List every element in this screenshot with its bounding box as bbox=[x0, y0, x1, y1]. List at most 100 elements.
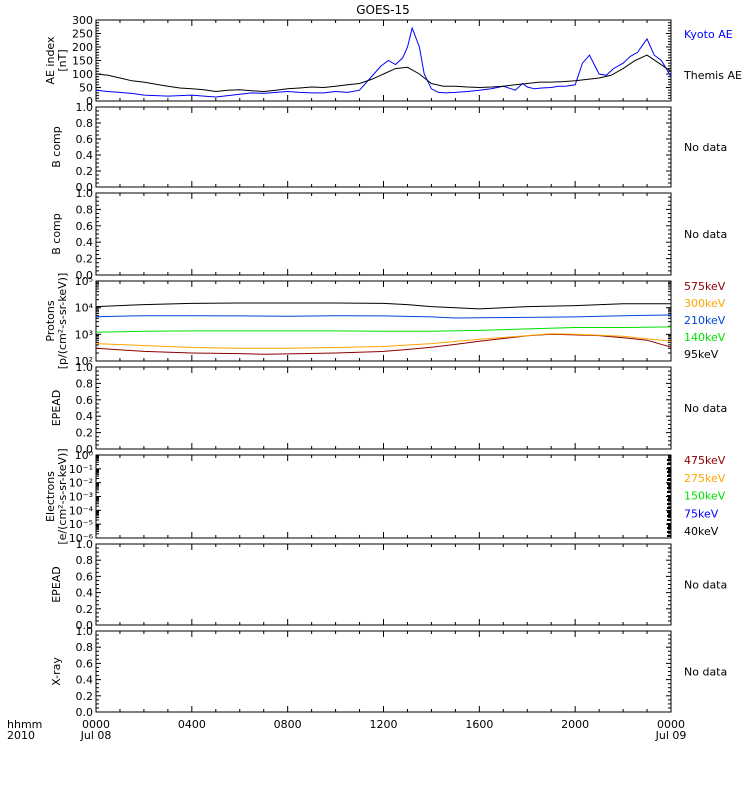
legend-40kev: 40keV bbox=[684, 525, 719, 538]
electron-data-gap-marker bbox=[667, 487, 671, 489]
y-tick-label: 10⁻⁶ bbox=[69, 532, 94, 545]
y-tick-label: 0.2 bbox=[76, 603, 94, 616]
panel-frame bbox=[95, 366, 672, 450]
y-tick-label: 10³ bbox=[75, 328, 93, 341]
y-tick-label: 0.6 bbox=[76, 570, 94, 583]
y-tick-label: 0.2 bbox=[76, 690, 94, 703]
no-data-label: No data bbox=[684, 666, 727, 679]
y-tick-label: 0.4 bbox=[76, 587, 94, 600]
y-tick-label: 100 bbox=[72, 68, 93, 81]
y-tick-label: 0.8 bbox=[76, 203, 94, 216]
legend-575kev: 575keV bbox=[684, 280, 726, 293]
y-tick-label: 0.4 bbox=[76, 236, 94, 249]
y-tick-label: 200 bbox=[72, 41, 93, 54]
electron-data-gap-marker bbox=[667, 535, 671, 537]
y-tick-label: 0.6 bbox=[76, 394, 94, 407]
x-tick-label: 2000 bbox=[561, 718, 589, 731]
y-tick-label: 50 bbox=[79, 82, 93, 95]
electron-data-gap-marker bbox=[667, 531, 671, 533]
y-axis-label: Electrons[e/(cm²-s-sr-keV)] bbox=[44, 448, 69, 544]
y-tick-label: 0.6 bbox=[76, 133, 94, 146]
legend-275kev: 275keV bbox=[684, 472, 726, 485]
y-tick-label: 1.0 bbox=[76, 187, 94, 200]
panel-frame bbox=[95, 280, 672, 362]
y-tick-label: 0.0 bbox=[76, 181, 94, 194]
y-tick-label: 0 bbox=[86, 95, 93, 108]
panel-frame bbox=[95, 454, 672, 539]
time-axis-label-year: 2010 bbox=[7, 729, 35, 742]
series-line-210kev bbox=[95, 314, 672, 319]
y-axis-label: EPEAD bbox=[50, 390, 63, 427]
x-tick-label: 1600 bbox=[465, 718, 493, 731]
figure-title: GOES-15 bbox=[356, 3, 410, 17]
panel-b1: 0.0 0.2 0.4 0.6 0.8 1.0 B comp No data bbox=[50, 101, 727, 194]
panel-frame bbox=[95, 192, 672, 276]
electron-data-gap-marker bbox=[667, 499, 671, 501]
legend-150kev: 150keV bbox=[684, 490, 726, 503]
legend-themis-ae: Themis AE bbox=[683, 69, 742, 82]
electron-data-gap-marker bbox=[667, 491, 671, 493]
panel-frame bbox=[95, 543, 672, 626]
series-line-575kev bbox=[95, 333, 672, 355]
y-tick-label: 0.6 bbox=[76, 220, 94, 233]
y-tick-label: 0.8 bbox=[76, 377, 94, 390]
electron-data-gap-marker bbox=[667, 527, 671, 529]
electron-data-gap-marker bbox=[667, 503, 671, 505]
y-tick-label: 10⁻⁴ bbox=[69, 504, 94, 517]
y-tick-label: 0.2 bbox=[76, 165, 94, 178]
y-axis-label-line: B comp bbox=[50, 213, 63, 255]
y-tick-label: 10² bbox=[75, 355, 93, 368]
y-tick-label: 10⁻¹ bbox=[69, 463, 93, 476]
y-tick-label: 0.4 bbox=[76, 410, 94, 423]
electron-data-gap-marker bbox=[667, 519, 671, 521]
x-tick-label: 0400 bbox=[178, 718, 206, 731]
electron-data-gap-marker bbox=[667, 483, 671, 485]
y-tick-label: 0.0 bbox=[76, 443, 94, 456]
y-axis-label: X-ray bbox=[50, 657, 63, 686]
legend-475kev: 475keV bbox=[684, 454, 726, 467]
y-tick-label: 1.0 bbox=[76, 101, 94, 114]
legend-95kev: 95keV bbox=[684, 348, 719, 361]
legend-210kev: 210keV bbox=[684, 314, 726, 327]
time-axis-start-date: Jul 08 bbox=[80, 729, 112, 742]
y-tick-label: 10⁵ bbox=[75, 275, 93, 288]
legend-140kev: 140keV bbox=[684, 331, 726, 344]
y-tick-label: 1.0 bbox=[76, 361, 94, 374]
electron-data-gap-marker bbox=[667, 475, 671, 477]
y-axis-label-line: [e/(cm²-s-sr-keV)] bbox=[56, 448, 69, 544]
time-axis-end-date: Jul 09 bbox=[655, 729, 687, 742]
y-tick-label: 0.8 bbox=[76, 641, 94, 654]
y-axis-label-line: B comp bbox=[50, 126, 63, 168]
legend-75kev: 75keV bbox=[684, 507, 719, 520]
y-tick-label: 10⁴ bbox=[75, 302, 94, 315]
series-line-95kev bbox=[95, 302, 671, 310]
panel-epead1: 0.0 0.2 0.4 0.6 0.8 1.0 EPEAD No data bbox=[50, 361, 727, 456]
electron-data-gap-marker bbox=[667, 467, 671, 469]
y-axis-label: B comp bbox=[50, 126, 63, 168]
electron-data-gap-marker bbox=[667, 463, 671, 465]
electron-data-gap-marker bbox=[667, 515, 671, 517]
electron-data-gap-marker bbox=[667, 523, 671, 525]
series-line-300kev bbox=[95, 333, 672, 349]
y-axis-label-line: [p/(cm²-s-sr-keV)] bbox=[56, 273, 69, 370]
legend-300kev: 300keV bbox=[684, 297, 726, 310]
panel-epead2: 0.0 0.2 0.4 0.6 0.8 1.0 EPEAD No data bbox=[50, 538, 727, 632]
series-line-themis-ae bbox=[95, 54, 672, 93]
y-tick-label: 1.0 bbox=[76, 625, 94, 638]
x-tick-label: 1200 bbox=[370, 718, 398, 731]
y-tick-label: 250 bbox=[72, 28, 93, 41]
x-tick-label: 0000 bbox=[657, 718, 685, 731]
y-tick-label: 0.8 bbox=[76, 117, 94, 130]
y-tick-label: 10⁰ bbox=[75, 449, 94, 462]
panel-frame bbox=[95, 106, 672, 188]
y-axis-label: EPEAD bbox=[50, 566, 63, 603]
electron-data-gap-marker bbox=[667, 511, 671, 513]
time-axis: hhmm 2010 Jul 08 Jul 09 0000 0400 0800 1200… bbox=[7, 718, 686, 742]
y-axis-label-line: Electrons bbox=[44, 471, 57, 522]
y-tick-label: 10⁻³ bbox=[69, 491, 93, 504]
panel-frame bbox=[95, 630, 672, 713]
series-line-140kev bbox=[95, 326, 672, 333]
